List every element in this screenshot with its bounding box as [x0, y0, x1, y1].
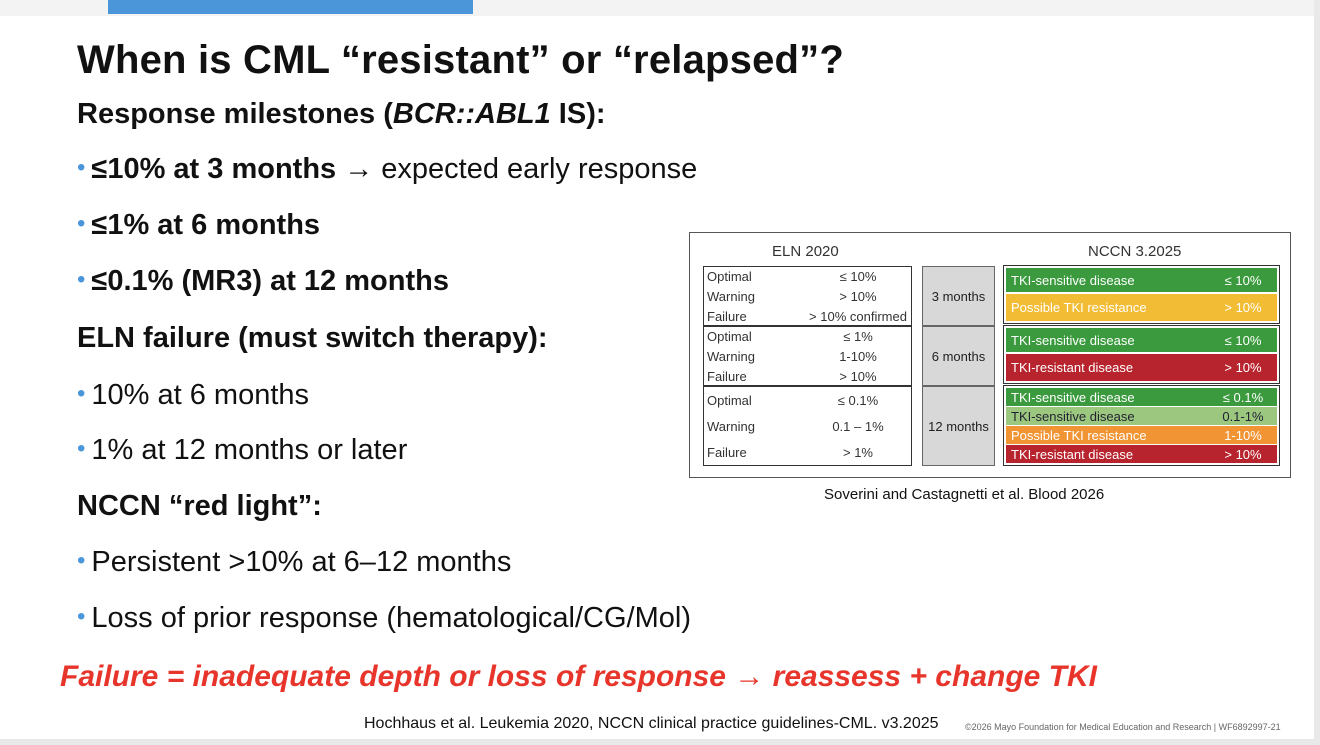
eln-label: Warning — [707, 349, 755, 364]
eln-label: Warning — [707, 289, 755, 304]
eln-label: Optimal — [707, 269, 752, 284]
eln-value: > 10% confirmed — [809, 309, 907, 324]
eln-value: > 1% — [843, 445, 873, 460]
eln-label: Failure — [707, 369, 747, 384]
eln-value: 0.1 – 1% — [832, 419, 884, 434]
nccn-3-month-group: TKI-sensitive disease ≤ 10% Possible TKI … — [1003, 265, 1280, 324]
nccn-row: Possible TKI resistance > 10% — [1006, 294, 1277, 321]
milestone-bullet-3: • ≤0.1% (MR3) at 12 months — [77, 265, 449, 297]
failure-summary: Failure = inadequate depth or loss of re… — [60, 660, 1097, 693]
figure-caption: Soverini and Castagnetti et al. Blood 20… — [824, 486, 1105, 503]
bullet-dot-icon: • — [77, 210, 86, 237]
nccn-red-light-heading: NCCN “red light”: — [77, 490, 322, 522]
time-3-months: 3 months — [922, 266, 995, 326]
eln-3-month-box: Optimal ≤ 10% Warning > 10% Failure > 10… — [703, 266, 912, 326]
window-bottom-edge — [0, 739, 1320, 745]
eln-6-month-box: Optimal ≤ 1% Warning 1-10% Failure > 10% — [703, 326, 912, 386]
nccn-bullet-2: • Loss of prior response (hematological/C… — [77, 602, 691, 634]
nccn-row: TKI-resistant disease > 10% — [1006, 354, 1277, 381]
eln-value: ≤ 1% — [843, 329, 873, 344]
eln-label: Optimal — [707, 393, 752, 408]
eln-12-month-box: Optimal ≤ 0.1% Warning 0.1 – 1% Failure … — [703, 386, 912, 466]
eln-value: > 10% — [839, 369, 877, 384]
bullet-dot-icon: • — [77, 154, 86, 181]
eln-value: ≤ 10% — [839, 269, 877, 284]
milestones-heading: Response milestones (BCR::ABL1 IS): — [77, 98, 606, 130]
milestone-bullet-1: • ≤10% at 3 months → expected early respo… — [77, 153, 698, 185]
milestone-bullet-2: • ≤1% at 6 months — [77, 209, 321, 241]
eln-nccn-comparison-figure: ELN 2020 NCCN 3.2025 Optimal ≤ 10% Warni… — [689, 232, 1291, 478]
eln-value: 1-10% — [839, 349, 877, 364]
time-12-months: 12 months — [922, 386, 995, 466]
bullet-dot-icon: • — [77, 547, 86, 574]
eln-label: Failure — [707, 309, 747, 324]
bullet-dot-icon: • — [77, 435, 86, 462]
nccn-row: TKI-sensitive disease ≤ 10% — [1006, 268, 1277, 292]
bullet-dot-icon: • — [77, 380, 86, 407]
nccn-6-month-group: TKI-sensitive disease ≤ 10% TKI-resistant… — [1003, 325, 1280, 384]
bullet-dot-icon: • — [77, 603, 86, 630]
bullet-dot-icon: • — [77, 266, 86, 293]
eln-label: Warning — [707, 419, 755, 434]
time-6-months: 6 months — [922, 326, 995, 386]
eln-value: > 10% — [839, 289, 877, 304]
eln-header: ELN 2020 — [772, 243, 839, 260]
eln-value: ≤ 0.1% — [837, 393, 879, 408]
eln-failure-heading: ELN failure (must switch therapy): — [77, 322, 548, 354]
eln-bullet-1: • 10% at 6 months — [77, 379, 310, 411]
nccn-header: NCCN 3.2025 — [1088, 243, 1182, 260]
nccn-12-month-group: TKI-sensitive disease ≤ 0.1% TKI-sensitiv… — [1003, 385, 1280, 466]
nccn-row: TKI-sensitive disease ≤ 0.1% — [1006, 388, 1277, 406]
slide-accent-bar — [108, 0, 473, 14]
nccn-row: TKI-resistant disease > 10% — [1006, 445, 1277, 463]
eln-bullet-2: • 1% at 12 months or later — [77, 434, 408, 466]
eln-label: Failure — [707, 445, 747, 460]
nccn-row: Possible TKI resistance 1-10% — [1006, 426, 1277, 444]
reference-citation: Hochhaus et al. Leukemia 2020, NCCN clin… — [364, 715, 939, 732]
nccn-row: TKI-sensitive disease 0.1-1% — [1006, 407, 1277, 425]
nccn-row: TKI-sensitive disease ≤ 10% — [1006, 328, 1277, 352]
copyright-notice: ©2026 Mayo Foundation for Medical Educat… — [965, 722, 1281, 732]
eln-label: Optimal — [707, 329, 752, 344]
window-right-edge — [1314, 0, 1320, 745]
nccn-bullet-1: • Persistent >10% at 6–12 months — [77, 546, 512, 578]
slide-title: When is CML “resistant” or “relapsed”? — [77, 38, 845, 82]
